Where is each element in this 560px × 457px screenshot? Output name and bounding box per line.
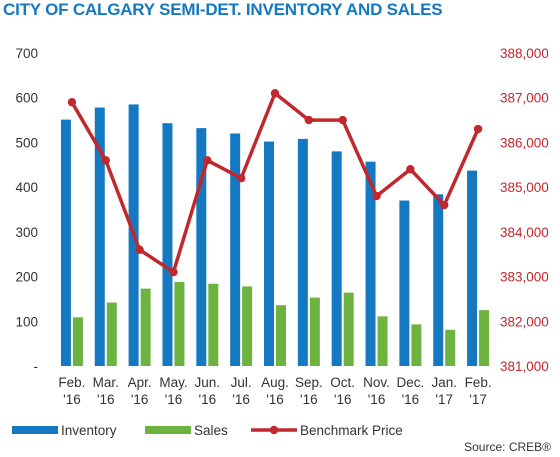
left-axis-tick-label: 200 <box>15 270 38 285</box>
x-axis-year-label: '16 <box>131 392 149 407</box>
chart-title: CITY OF CALGARY SEMI-DET. INVENTORY AND … <box>3 0 443 19</box>
x-axis-month-label: Jul. <box>231 375 252 390</box>
inventory-bar <box>399 200 410 366</box>
x-axis-year-label: '17 <box>435 392 453 407</box>
x-axis-year-label: '16 <box>165 392 183 407</box>
x-axis-year-label: '16 <box>63 392 81 407</box>
right-axis-tick-label: 386,000 <box>500 135 549 150</box>
inventory-bar <box>60 119 71 366</box>
right-axis-tick-label: 384,000 <box>500 225 549 240</box>
legend-swatch-benchmark-point <box>269 425 279 435</box>
inventory-bar <box>365 161 376 366</box>
inventory-bar <box>297 138 308 366</box>
benchmark-price-point <box>67 97 77 107</box>
sales-bar <box>208 283 219 366</box>
benchmark-price-point <box>406 165 415 174</box>
x-axis-year-label: '17 <box>469 392 487 407</box>
x-axis-ticks: Feb. '16 Mar. '16 Apr. '16 May. '16 Jun. '16 Jul. '… <box>58 375 491 407</box>
right-axis-tick-label: 388,000 <box>500 46 549 61</box>
left-axis-tick-label: 400 <box>15 180 38 195</box>
inventory-bar <box>196 128 207 366</box>
sales-bar <box>479 310 490 366</box>
x-axis-year-label: '16 <box>232 392 250 407</box>
x-axis-month-label: Oct. <box>330 375 355 390</box>
inventory-bar <box>264 141 274 366</box>
benchmark-price-point <box>101 156 110 165</box>
benchmark-line-layer <box>67 89 483 277</box>
legend: Inventory Sales Benchmark Price <box>12 423 403 438</box>
x-axis-year-label: '16 <box>334 392 352 407</box>
x-axis-year-label: '16 <box>300 392 318 407</box>
benchmark-price-point <box>372 191 381 201</box>
left-axis-tick-label: 600 <box>15 91 38 106</box>
sales-bar <box>174 281 185 366</box>
x-axis-month-label: May. <box>159 375 187 390</box>
x-axis-year-label: '16 <box>266 392 284 407</box>
x-axis-month-label: Feb. <box>58 375 85 390</box>
benchmark-price-point <box>473 124 483 134</box>
sales-bar <box>377 316 388 366</box>
right-axis-tick-label: 382,000 <box>500 314 549 329</box>
benchmark-price-point <box>169 267 178 277</box>
left-axis-tick-label: 100 <box>15 314 38 329</box>
sales-bar <box>343 292 354 366</box>
x-axis-month-label: Dec. <box>397 375 425 390</box>
x-axis-month-label: Sep. <box>295 375 323 390</box>
right-axis-tick-label: 385,000 <box>500 180 549 195</box>
x-axis-month-label: Mar. <box>93 375 119 390</box>
sales-bar <box>276 305 286 366</box>
legend-swatch-inventory <box>12 426 58 434</box>
right-axis-tick-label: 383,000 <box>500 270 549 285</box>
benchmark-price-point <box>135 245 144 254</box>
inventory-bar <box>94 107 105 367</box>
x-axis-year-label: '16 <box>368 392 386 407</box>
x-axis-month-label: Jan. <box>431 375 457 390</box>
benchmark-price-point <box>338 115 347 125</box>
sales-bar <box>445 329 456 366</box>
right-axis-tick-label: 387,000 <box>500 91 549 106</box>
left-axis-tick-label: - <box>34 359 39 374</box>
x-axis-year-label: '16 <box>199 392 217 407</box>
x-axis-month-label: Aug. <box>261 375 289 390</box>
sales-bar <box>106 302 117 366</box>
x-axis-month-label: Jun. <box>195 375 221 390</box>
left-axis-ticks: - 100 200 300 400 500 600 700 <box>15 46 38 374</box>
benchmark-price-point <box>304 115 314 125</box>
left-axis-tick-label: 300 <box>15 225 38 240</box>
inventory-bar <box>467 170 478 366</box>
bars-layer <box>60 104 490 367</box>
x-axis-month-label: Nov. <box>363 375 390 390</box>
right-axis-tick-label: 381,000 <box>500 359 549 374</box>
benchmark-price-point <box>440 200 449 210</box>
x-axis-month-label: Feb. <box>465 375 492 390</box>
benchmark-price-point <box>203 156 212 165</box>
inventory-bar <box>331 151 342 366</box>
sales-bar <box>72 317 83 366</box>
benchmark-price-point <box>270 89 280 98</box>
benchmark-price-point <box>236 174 246 183</box>
legend-swatch-sales <box>145 426 191 434</box>
inventory-bar <box>433 194 444 366</box>
x-axis-month-label: Apr. <box>128 375 152 390</box>
legend-label-inventory: Inventory <box>61 423 117 438</box>
x-axis-year-label: '16 <box>402 392 420 407</box>
right-axis-ticks: 381,000 382,000 383,000 384,000 385,000 386,0… <box>500 46 549 374</box>
left-axis-tick-label: 500 <box>15 135 38 150</box>
sales-bar <box>411 324 422 366</box>
sales-bar <box>309 297 320 366</box>
left-axis-tick-label: 700 <box>15 46 38 61</box>
legend-label-sales: Sales <box>194 423 228 438</box>
inventory-bar <box>162 123 173 366</box>
sales-bar <box>242 286 253 366</box>
x-axis-year-label: '16 <box>97 392 115 407</box>
sales-bar <box>140 288 151 366</box>
inventory-bar <box>230 133 241 366</box>
legend-label-benchmark: Benchmark Price <box>300 423 403 438</box>
source-note: Source: CREB® <box>464 440 551 454</box>
